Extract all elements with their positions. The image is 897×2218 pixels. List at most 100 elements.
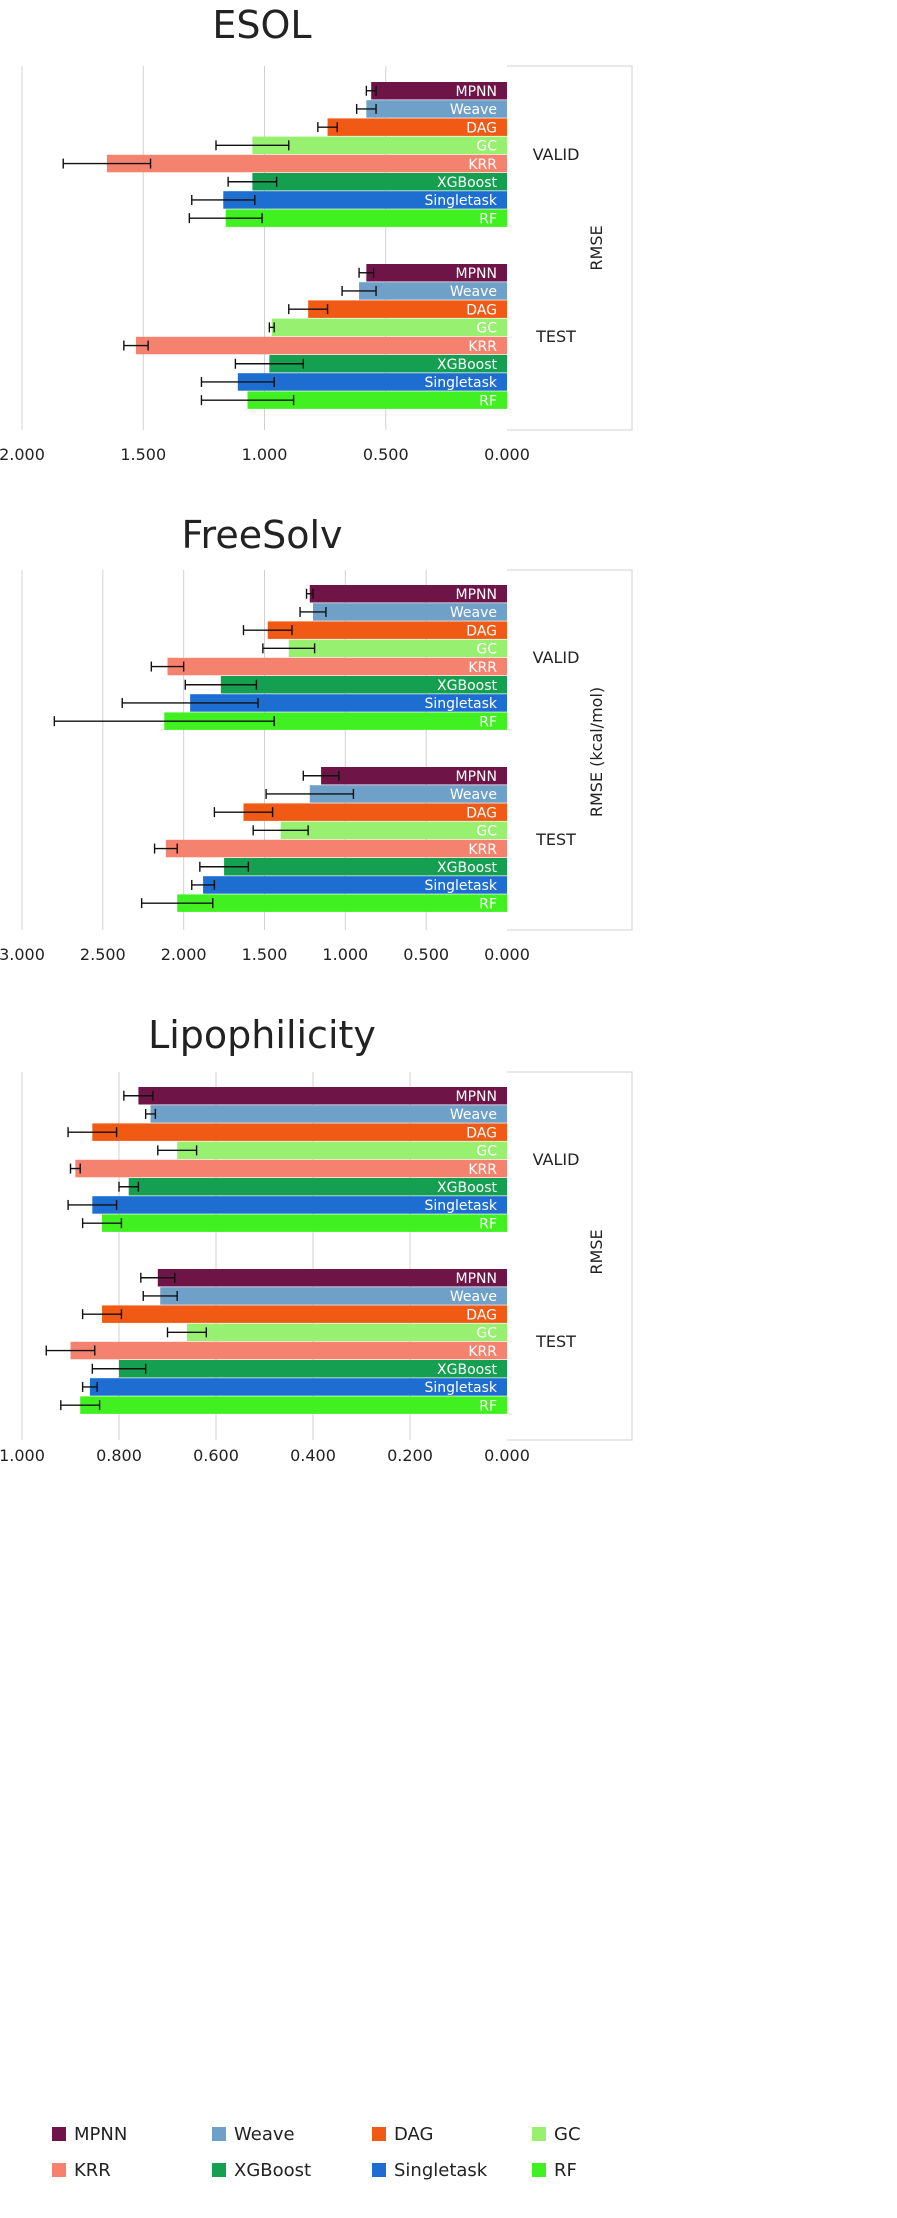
bar-krr [135,336,507,355]
bar-label: Singletask [424,878,497,894]
chart-title: Lipophilicity [148,1013,376,1057]
bar-gc [288,639,507,658]
group-label: VALID [533,648,580,667]
bar-dag [243,803,507,821]
bar-label: Singletask [424,375,497,391]
bar-label: MPNN [456,1089,497,1105]
bar-mpnn [309,585,507,603]
legend-label: MPNN [74,2124,127,2145]
bar-label: MPNN [456,587,497,603]
x-tick-label: 1.000 [0,1446,45,1465]
bar-weave [359,282,507,300]
bar-mpnn [138,1087,507,1105]
bar-label: XGBoost [437,860,497,876]
legend-label: RF [554,2160,577,2181]
bar-krr [165,839,507,858]
bar-label: DAG [466,120,497,136]
bar-label: RF [479,393,497,409]
legend-label: XGBoost [234,2160,311,2181]
group-label: VALID [533,1150,580,1169]
bar-label: Singletask [424,1380,497,1396]
bar-label: MPNN [456,769,497,785]
x-tick-label: 0.500 [363,445,409,464]
bar-label: Singletask [424,193,497,209]
legend-label: DAG [394,2124,434,2145]
legend-label: Singletask [394,2160,488,2181]
x-tick-label: 0.000 [484,1446,530,1465]
bar-xgboost [119,1360,507,1378]
bar-label: MPNN [456,266,497,282]
legend-label: Weave [234,2124,295,2145]
bar-label: DAG [466,623,497,639]
bar-label: Weave [450,1107,497,1123]
bar-mpnn [371,82,507,100]
chart-title: FreeSolv [181,513,342,557]
bar-mpnn [321,767,507,785]
bar-label: GC [476,1144,497,1160]
x-tick-label: 0.400 [290,1446,336,1465]
legend-label: KRR [74,2160,111,2181]
bar-label: RF [479,1216,497,1232]
bar-label: Weave [450,284,497,300]
x-tick-label: 0.500 [403,945,449,964]
bar-dag [267,621,507,639]
legend-swatch-rf [532,2163,546,2177]
bar-label: XGBoost [437,175,497,191]
bar-rf [177,894,507,912]
x-tick-label: 1.500 [242,945,288,964]
bar-label: XGBoost [437,1362,497,1378]
group-label: VALID [533,145,580,164]
chart-panel-2: Lipophilicity 1.000 0.800 0.600 0.400 0.200 0.… [0,1013,633,1465]
bar-label: MPNN [456,1271,497,1287]
bar-singletask [223,191,507,209]
bar-label: RF [479,896,497,912]
group-label: TEST [535,830,576,849]
x-tick-label: 1.000 [242,445,288,464]
bar-label: GC [476,642,497,658]
legend-swatch-weave [212,2127,226,2141]
bar-krr [70,1341,507,1360]
x-tick-label: 0.200 [387,1446,433,1465]
bar-label: GC [476,1326,497,1342]
bar-rf [80,1396,507,1414]
legend-swatch-dag [372,2127,386,2141]
bar-label: KRR [468,339,497,355]
bar-xgboost [220,676,507,694]
bar-label: XGBoost [437,678,497,694]
group-label: TEST [535,327,576,346]
bar-label: MPNN [456,84,497,100]
bar-weave [309,785,507,803]
bar-label: Weave [450,787,497,803]
bar-label: GC [476,824,497,840]
bar-label: Singletask [424,1198,497,1214]
bar-label: DAG [466,1307,497,1323]
bar-label: KRR [468,1344,497,1360]
bar-krr [167,657,507,676]
bar-dag [102,1305,508,1323]
bar-gc [271,318,507,337]
category-frame [507,65,633,431]
bar-label: Singletask [424,696,497,712]
bar-xgboost [224,858,508,876]
x-tick-label: 1.500 [120,445,166,464]
bar-label: Weave [450,605,497,621]
legend-swatch-gc [532,2127,546,2141]
category-frame [507,1071,633,1441]
bar-label: DAG [466,1125,497,1141]
legend-swatch-krr [52,2163,66,2177]
bar-singletask [92,1196,507,1214]
bar-gc [252,136,507,155]
legend: MPNN Weave DAG GC KRR XGBoost Singletask RF [52,2124,581,2181]
legend-swatch-mpnn [52,2127,66,2141]
bar-weave [313,603,507,621]
bar-rf [102,1214,508,1232]
bar-mpnn [157,1269,508,1287]
legend-label: GC [554,2124,581,2145]
bar-label: XGBoost [437,1180,497,1196]
bar-dag [308,300,507,318]
bar-label: RF [479,1398,497,1414]
bar-mpnn [366,264,507,282]
bar-label: RF [479,714,497,730]
legend-swatch-singletask [372,2163,386,2177]
bar-weave [160,1287,507,1305]
